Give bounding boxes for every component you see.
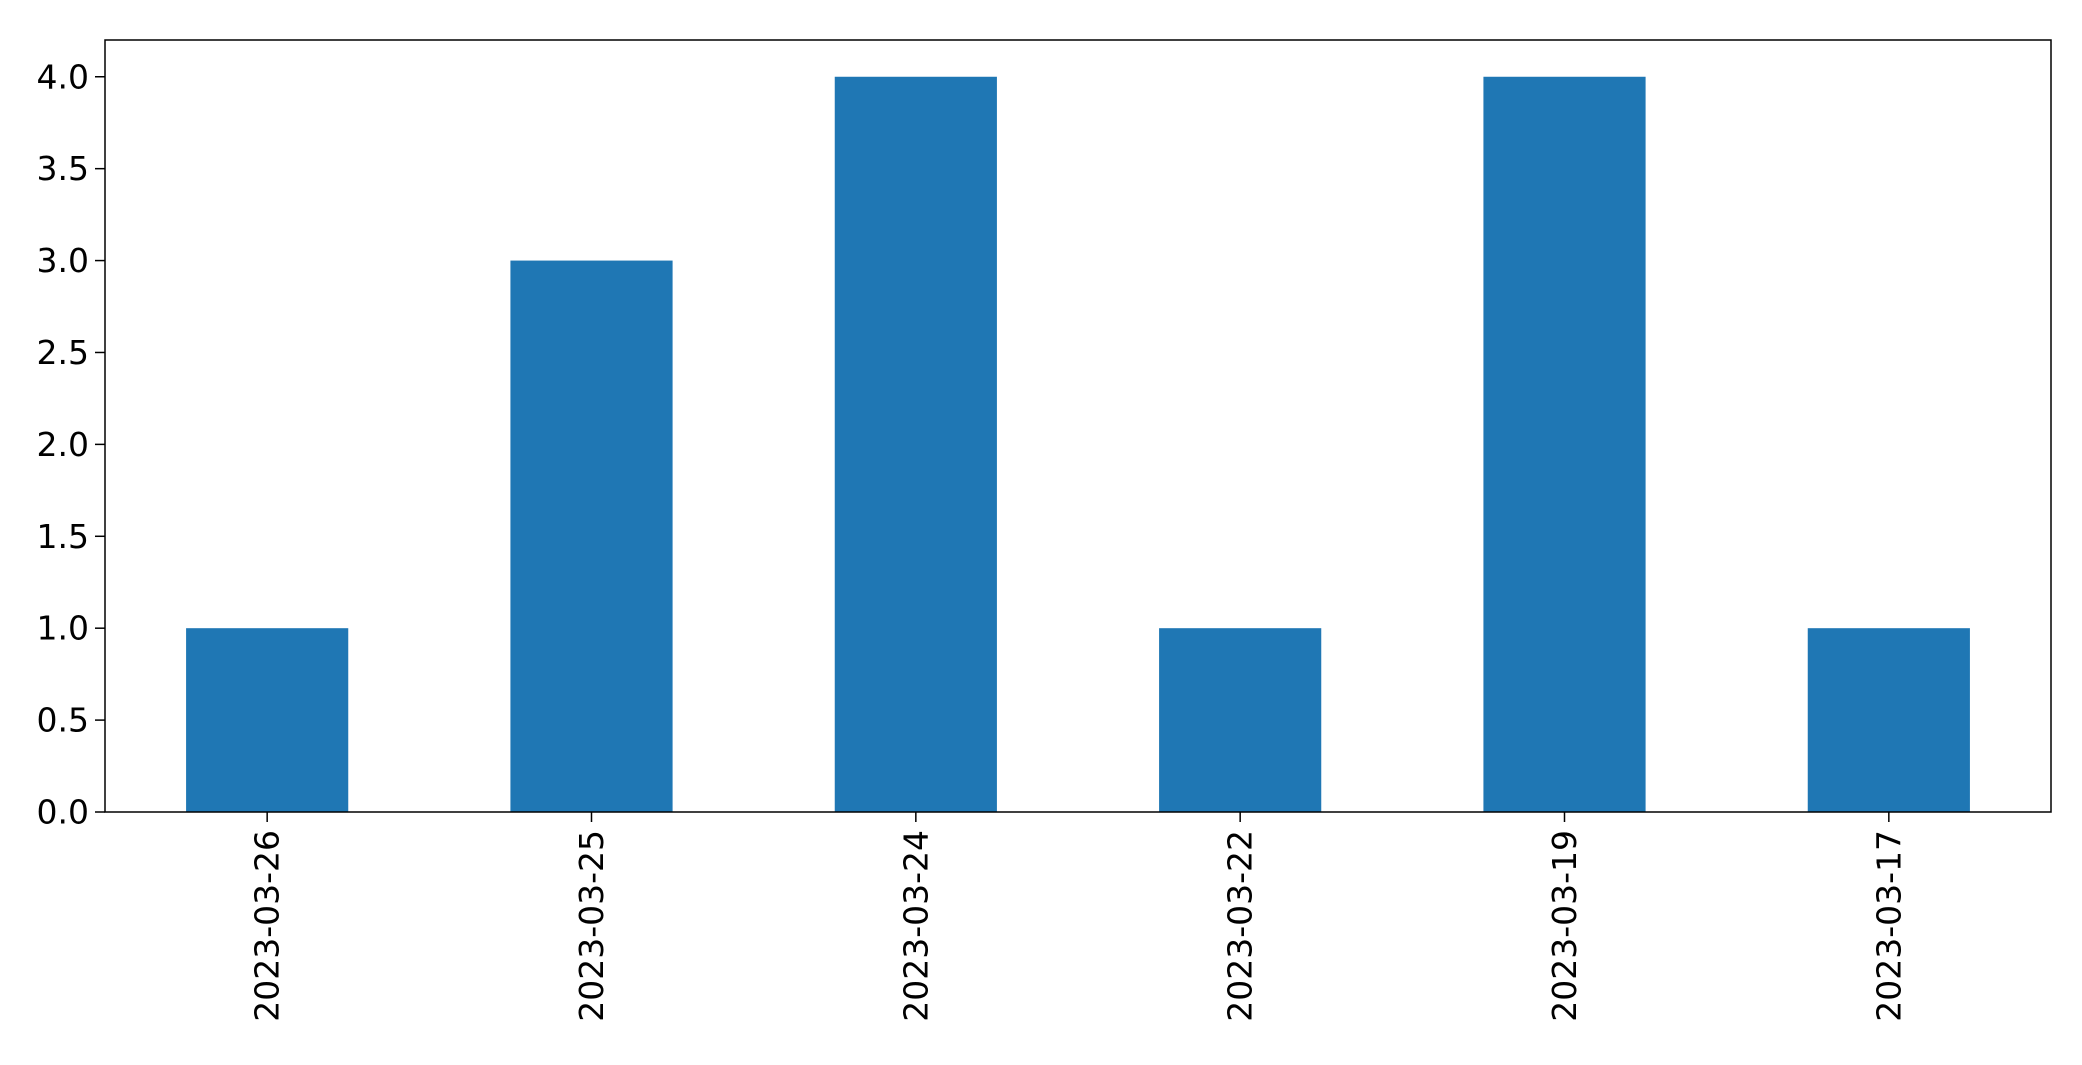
- y-tick-label: 0.0: [37, 793, 89, 832]
- y-axis: 0.0 0.5 1.0 1.5 2.0 2.5 3.0 3.5 4.0: [37, 57, 105, 832]
- plot-background: [105, 40, 2051, 812]
- y-tick-label: 2.0: [37, 425, 89, 464]
- bars-group: [186, 76, 1970, 812]
- x-tick-label: 2023-03-24: [896, 830, 935, 1022]
- x-tick-label: 2023-03-19: [1545, 830, 1584, 1022]
- x-tick-label: 2023-03-25: [572, 830, 611, 1022]
- bar-2023-03-22: [1159, 628, 1322, 812]
- y-tick-label: 2.5: [37, 333, 89, 372]
- bar-2023-03-26: [186, 628, 349, 812]
- bar-2023-03-19: [1483, 76, 1646, 812]
- bar-2023-03-24: [834, 76, 997, 812]
- plot-frame: [104, 39, 2052, 813]
- x-axis: 2023-03-26 2023-03-25 2023-03-24 2023-03-22…: [248, 812, 1908, 1022]
- y-tick-label: 4.0: [37, 57, 89, 96]
- y-tick-label: 3.5: [37, 149, 89, 188]
- y-tick-label: 0.5: [37, 701, 89, 740]
- bar-2023-03-17: [1807, 628, 1970, 812]
- y-tick-label: 1.5: [37, 517, 89, 556]
- x-tick-label: 2023-03-26: [248, 830, 287, 1022]
- bar-2023-03-25: [510, 260, 673, 812]
- x-tick-label: 2023-03-22: [1221, 830, 1260, 1022]
- y-tick-label: 3.0: [37, 241, 89, 280]
- y-tick-label: 1.0: [37, 609, 89, 648]
- x-tick-label: 2023-03-17: [1869, 830, 1908, 1022]
